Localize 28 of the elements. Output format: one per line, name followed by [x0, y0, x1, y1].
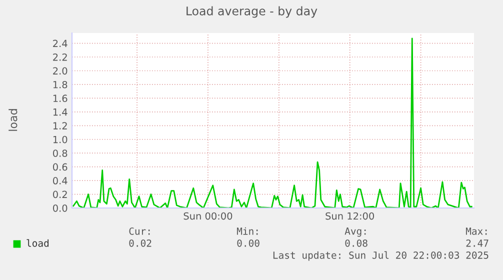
x-tick-label: Sun 12:00 — [326, 212, 374, 220]
y-tick-label: 2.4 — [53, 40, 68, 47]
line-series — [72, 38, 472, 208]
y-tick-label: 1.2 — [53, 122, 67, 130]
y-tick-label: 0.2 — [53, 190, 67, 198]
y-tick-label: 1.6 — [53, 94, 68, 102]
text: Last update: Sun Jul 20 22:00:03 2025 — [273, 251, 488, 261]
text: Avg: — [344, 228, 366, 237]
text: 2.47 — [466, 239, 488, 247]
legend-label: load — [26, 239, 49, 247]
y-tick-label: 0.8 — [53, 150, 68, 157]
chart-title: Load average - by day — [186, 6, 318, 18]
y-tick-label: 2.2 — [53, 54, 67, 61]
text: Cur: — [129, 227, 150, 235]
y-tick-label: 1.8 — [53, 80, 68, 88]
y-axis-title: load — [8, 109, 18, 131]
y-tick-label: 0.0 — [53, 204, 68, 212]
text: 0.00 — [237, 239, 260, 247]
text: Min: — [236, 227, 258, 235]
y-tick-label: 0.6 — [53, 163, 68, 171]
text: 0.02 — [129, 239, 152, 247]
y-tick-label: 2.0 — [53, 67, 68, 75]
text: Max: — [466, 228, 487, 235]
text: 0.08 — [345, 239, 368, 247]
y-tick-label: 1.0 — [53, 136, 68, 144]
x-tick-label: Sun 00:00 — [184, 212, 232, 220]
y-tick-label: 1.4 — [53, 108, 68, 116]
y-tick-label: 0.4 — [53, 177, 68, 184]
